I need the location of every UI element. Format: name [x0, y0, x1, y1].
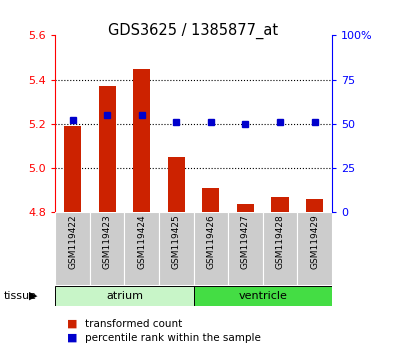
Text: GSM119423: GSM119423: [103, 215, 112, 269]
Bar: [194, 286, 332, 306]
Bar: [263, 212, 297, 285]
Bar: [55, 212, 90, 285]
Text: GSM119427: GSM119427: [241, 215, 250, 269]
Bar: [306, 199, 323, 212]
Text: ▶: ▶: [29, 291, 38, 301]
Bar: [159, 212, 194, 285]
Text: ■: ■: [67, 333, 78, 343]
Text: GDS3625 / 1385877_at: GDS3625 / 1385877_at: [109, 23, 278, 39]
Bar: [64, 126, 81, 212]
Text: GSM119429: GSM119429: [310, 215, 319, 269]
Bar: [202, 188, 220, 212]
Bar: [237, 204, 254, 212]
Bar: [90, 212, 124, 285]
Text: GSM119426: GSM119426: [206, 215, 215, 269]
Bar: [194, 212, 228, 285]
Text: GSM119425: GSM119425: [172, 215, 181, 269]
Text: atrium: atrium: [106, 291, 143, 301]
Bar: [124, 212, 159, 285]
Text: percentile rank within the sample: percentile rank within the sample: [85, 333, 261, 343]
Text: ■: ■: [67, 319, 78, 329]
Bar: [167, 157, 185, 212]
Bar: [133, 69, 150, 212]
Text: ventricle: ventricle: [238, 291, 287, 301]
Text: GSM119424: GSM119424: [137, 215, 146, 269]
Bar: [98, 86, 116, 212]
Bar: [271, 197, 289, 212]
Text: GSM119422: GSM119422: [68, 215, 77, 269]
Bar: [228, 212, 263, 285]
Text: GSM119428: GSM119428: [275, 215, 284, 269]
Text: transformed count: transformed count: [85, 319, 182, 329]
Bar: [297, 212, 332, 285]
Bar: [55, 286, 194, 306]
Text: tissue: tissue: [4, 291, 37, 301]
